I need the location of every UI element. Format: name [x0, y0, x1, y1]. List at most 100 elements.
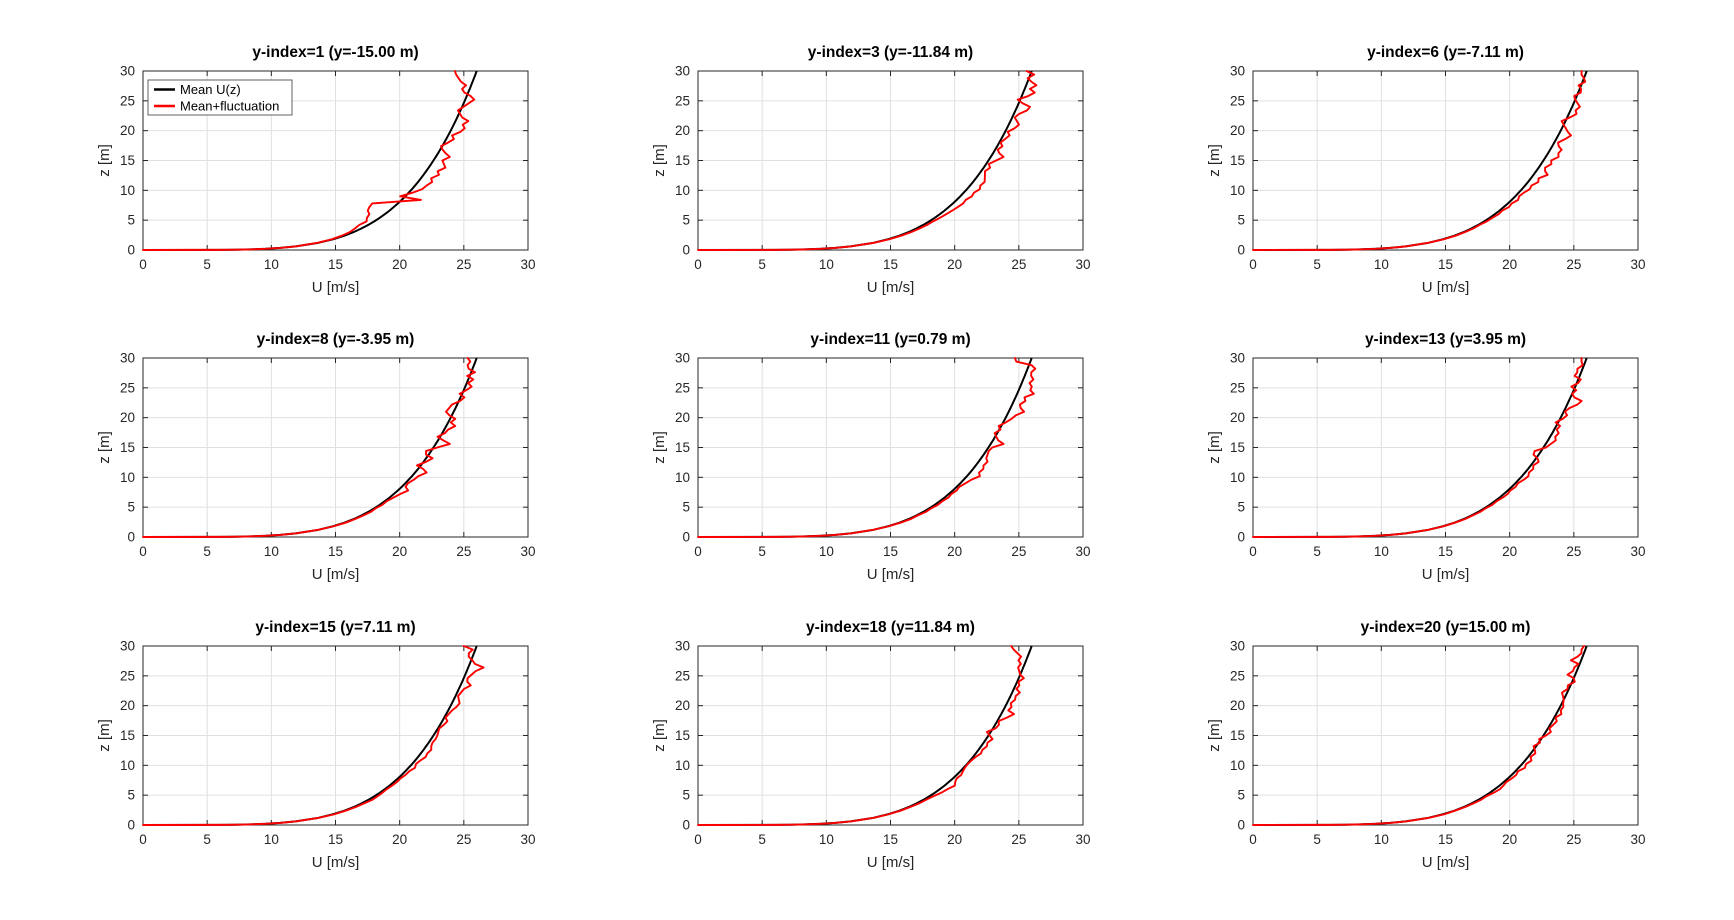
x-tick-label: 5: [758, 257, 766, 272]
subplot-4: 0 5 10 15 20 25 30 0 5 10 15 20 25 30 y-index=8 (y=-3…: [96, 331, 536, 583]
y-tick-label: 5: [682, 500, 690, 515]
y-tick-label: 20: [1230, 410, 1245, 425]
tick-labels: 0 5 10 15 20 25 30 0 5 10 15 20 25 30: [1230, 351, 1646, 560]
grid-lines: [1253, 71, 1638, 250]
y-tick-label: 20: [1230, 698, 1245, 713]
x-tick-label: 25: [1011, 544, 1026, 559]
y-axis-label: z [m]: [651, 144, 668, 177]
y-tick-label: 5: [127, 213, 135, 228]
y-tick-label: 30: [1230, 639, 1245, 654]
x-tick-label: 20: [392, 257, 407, 272]
x-tick-label: 10: [1374, 544, 1389, 559]
y-tick-label: 0: [127, 530, 135, 545]
y-tick-label: 5: [682, 213, 690, 228]
y-tick-label: 5: [1237, 213, 1245, 228]
y-tick-label: 30: [120, 351, 135, 366]
y-tick-label: 25: [675, 93, 690, 108]
y-tick-label: 15: [120, 728, 135, 743]
x-tick-label: 5: [758, 832, 766, 847]
y-tick-label: 25: [1230, 93, 1245, 108]
x-tick-label: 5: [203, 832, 211, 847]
x-axis-label: U [m/s]: [312, 279, 360, 296]
y-tick-label: 25: [675, 380, 690, 395]
x-tick-label: 20: [1502, 832, 1517, 847]
x-tick-label: 0: [139, 544, 147, 559]
x-tick-label: 25: [1566, 832, 1581, 847]
grid-lines: [143, 358, 528, 537]
tick-labels: 0 5 10 15 20 25 30 0 5 10 15 20 25 30: [1230, 639, 1646, 848]
x-tick-label: 0: [1249, 832, 1257, 847]
y-tick-label: 5: [1237, 500, 1245, 515]
x-tick-label: 0: [694, 257, 702, 272]
y-tick-label: 25: [1230, 668, 1245, 683]
x-tick-label: 20: [1502, 257, 1517, 272]
y-tick-label: 10: [1230, 183, 1245, 198]
x-tick-label: 30: [1630, 257, 1645, 272]
x-tick-label: 25: [1011, 832, 1026, 847]
x-axis-label: U [m/s]: [312, 566, 360, 583]
tick-marks: [697, 70, 1084, 251]
x-tick-label: 15: [883, 832, 898, 847]
grid-lines: [1253, 646, 1638, 825]
subplot-8: 0 5 10 15 20 25 30 0 5 10 15 20 25 30 y-index=18 (y=1…: [651, 619, 1091, 871]
x-tick-label: 25: [1566, 257, 1581, 272]
y-tick-label: 5: [127, 788, 135, 803]
subplot-title: y-index=1 (y=-15.00 m): [252, 44, 418, 61]
fluctuation-line: [697, 70, 1038, 251]
y-tick-label: 20: [120, 410, 135, 425]
fluctuation-line: [1252, 357, 1584, 538]
y-tick-label: 20: [675, 410, 690, 425]
y-tick-label: 0: [682, 530, 690, 545]
y-tick-label: 10: [675, 758, 690, 773]
y-tick-label: 0: [127, 818, 135, 833]
y-tick-label: 25: [675, 668, 690, 683]
y-tick-label: 20: [1230, 123, 1245, 138]
legend: Mean U(z) Mean+fluctuation: [147, 79, 293, 116]
x-tick-label: 15: [883, 544, 898, 559]
y-tick-label: 10: [675, 183, 690, 198]
y-tick-label: 15: [1230, 728, 1245, 743]
x-axis-label: U [m/s]: [312, 854, 360, 871]
y-axis-label: z [m]: [96, 431, 113, 464]
x-tick-label: 25: [456, 257, 471, 272]
y-axis-label: z [m]: [96, 719, 113, 752]
y-tick-label: 20: [675, 698, 690, 713]
grid-lines: [143, 646, 528, 825]
fluctuation-line: [1252, 645, 1586, 826]
y-tick-label: 30: [1230, 64, 1245, 79]
x-tick-label: 20: [392, 544, 407, 559]
tick-labels: 0 5 10 15 20 25 30 0 5 10 15 20 25 30: [675, 64, 1091, 273]
tick-labels: 0 5 10 15 20 25 30 0 5 10 15 20 25 30: [120, 351, 536, 560]
x-tick-label: 20: [392, 832, 407, 847]
x-tick-label: 20: [947, 257, 962, 272]
x-tick-label: 25: [1566, 544, 1581, 559]
y-tick-label: 10: [120, 758, 135, 773]
subplot-title: y-index=3 (y=-11.84 m): [808, 44, 973, 61]
tick-marks: [697, 645, 1084, 826]
y-tick-label: 10: [120, 183, 135, 198]
tick-labels: 0 5 10 15 20 25 30 0 5 10 15 20 25 30: [675, 351, 1091, 560]
y-tick-label: 25: [120, 668, 135, 683]
y-tick-label: 15: [1230, 440, 1245, 455]
x-tick-label: 10: [819, 544, 834, 559]
grid-lines: [1253, 358, 1638, 537]
y-axis-label: z [m]: [651, 431, 668, 464]
y-tick-label: 30: [120, 64, 135, 79]
y-tick-label: 15: [675, 153, 690, 168]
x-tick-label: 20: [1502, 544, 1517, 559]
x-tick-label: 30: [1630, 832, 1645, 847]
subplot-7: 0 5 10 15 20 25 30 0 5 10 15 20 25 30 y-index=15 (y=7…: [96, 619, 536, 871]
subplot-1: 0 5 10 15 20 25 30 0 5 10 15 20 25 30 y-index=1 (y=-1…: [96, 44, 536, 296]
y-tick-label: 0: [1237, 818, 1245, 833]
x-tick-label: 0: [1249, 544, 1257, 559]
y-tick-label: 15: [675, 728, 690, 743]
y-tick-label: 15: [1230, 153, 1245, 168]
x-tick-label: 30: [1630, 544, 1645, 559]
y-tick-label: 0: [1237, 530, 1245, 545]
tick-labels: 0 5 10 15 20 25 30 0 5 10 15 20 25 30: [120, 64, 536, 273]
grid-lines: [698, 358, 1083, 537]
x-tick-label: 15: [883, 257, 898, 272]
x-tick-label: 25: [456, 832, 471, 847]
x-axis-label: U [m/s]: [867, 566, 915, 583]
